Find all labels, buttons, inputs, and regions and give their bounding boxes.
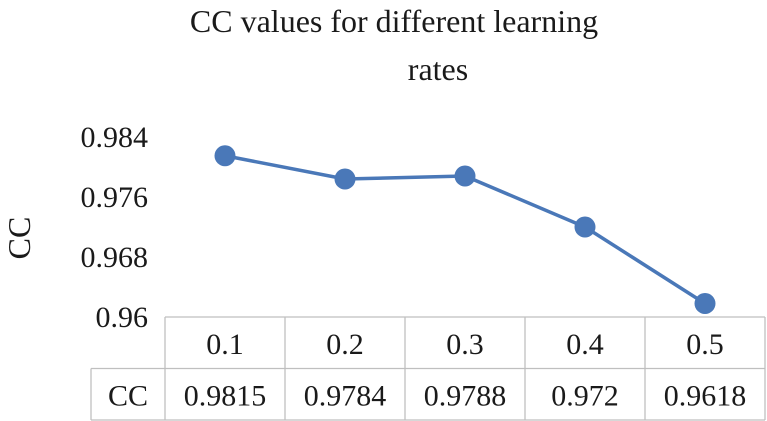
chart-title-line-1: CC values for different learning	[190, 3, 598, 39]
y-tick-label: 0.984	[81, 121, 149, 154]
data-point-marker	[454, 165, 476, 187]
x-axis-category-labels: 0.1 0.2 0.3 0.4 0.5	[206, 328, 724, 361]
x-category-label: 0.2	[326, 328, 364, 361]
data-point-marker	[334, 168, 356, 190]
y-tick-label: 0.968	[81, 241, 149, 274]
table-value-cell: 0.9815	[184, 380, 267, 413]
data-table-grid	[90, 316, 766, 421]
x-category-label: 0.1	[206, 328, 244, 361]
table-value-cell: 0.972	[551, 380, 619, 413]
x-category-label: 0.4	[566, 328, 604, 361]
table-series-key: CC	[108, 380, 148, 413]
data-point-marker	[214, 145, 236, 167]
chart-title-line-2: rates	[408, 51, 468, 87]
data-table-values: CC 0.9815 0.9784 0.9788 0.972 0.9618	[108, 380, 746, 413]
y-axis-label: CC	[1, 217, 37, 260]
y-tick-label: 0.976	[81, 181, 149, 214]
table-value-cell: 0.9788	[424, 380, 507, 413]
y-axis-tick-labels: 0.96 0.968 0.976 0.984	[81, 121, 149, 334]
x-category-label: 0.3	[446, 328, 484, 361]
table-value-cell: 0.9784	[304, 380, 387, 413]
data-point-marker	[574, 216, 596, 238]
x-category-label: 0.5	[686, 328, 724, 361]
y-tick-label: 0.96	[96, 301, 149, 334]
series-cc	[214, 145, 716, 314]
data-point-marker	[694, 293, 716, 314]
table-value-cell: 0.9618	[664, 380, 747, 413]
